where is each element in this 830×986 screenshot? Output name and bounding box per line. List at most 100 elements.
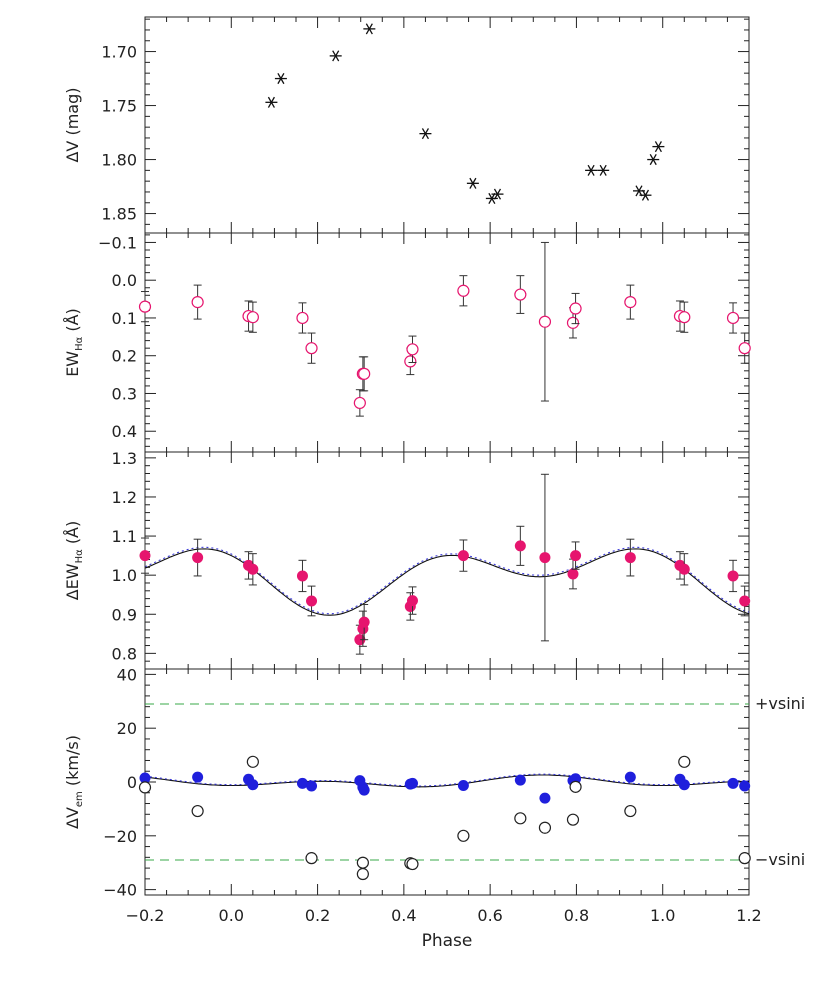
data-point: [406, 857, 419, 871]
data-point: [491, 188, 504, 200]
data-point: [419, 128, 432, 140]
vsini-label: +vsini: [755, 694, 805, 713]
data-point-stroke: [599, 164, 607, 176]
data-point-stroke: [649, 154, 657, 166]
panel-frame: [144, 16, 750, 234]
data-point: [585, 164, 598, 176]
data-point: [406, 343, 419, 356]
data-point: [192, 771, 204, 783]
y-tick-label: −40: [103, 881, 137, 900]
x-tick-label: 0.2: [305, 906, 330, 925]
data-point: [624, 552, 636, 564]
y-tick-label: −20: [103, 827, 137, 846]
data-point: [246, 311, 259, 324]
panel-frame: [144, 232, 750, 453]
panel-dEW: [144, 451, 750, 670]
data-point-stroke: [332, 50, 340, 62]
data-point: [514, 774, 526, 786]
data-point: [727, 777, 739, 789]
data-point: [738, 852, 751, 865]
data-point: [727, 570, 739, 582]
data-point: [538, 315, 552, 328]
axis-text: 1.70 1.75 1.80 1.85 ΔV (mag) −0.1 0.0 0.1 0.2 0.3…: [63, 43, 805, 925]
data-point: [569, 302, 582, 315]
data-point: [296, 777, 308, 789]
data-point: [567, 568, 579, 580]
data-point: [274, 73, 287, 85]
data-point: [247, 563, 259, 575]
data-point: [726, 311, 740, 325]
data-point: [739, 780, 751, 792]
data-point: [539, 792, 551, 804]
data-point: [296, 311, 309, 325]
data-point: [457, 779, 469, 791]
y-tick-label: 1.3: [112, 449, 137, 468]
data-point: [139, 772, 151, 784]
data-point: [457, 550, 469, 562]
data-point: [570, 550, 582, 562]
x-tick-label: 0.4: [391, 906, 416, 925]
panel-frames: [144, 16, 750, 896]
y-axis-label: EWHα (Å): [63, 308, 85, 377]
data-point-stroke: [488, 192, 496, 204]
data-point: [139, 550, 151, 562]
data-point: [569, 780, 582, 793]
data-point-stroke: [635, 185, 643, 197]
data-point: [514, 812, 527, 825]
data-point: [678, 755, 691, 768]
data-point: [514, 540, 526, 552]
y-tick-label: 0.3: [112, 384, 137, 403]
data-point: [296, 570, 308, 582]
y-tick-label: 0.1: [112, 309, 137, 328]
data-point: [738, 342, 751, 355]
data-point: [358, 616, 370, 628]
model-fit-dotted: [144, 773, 749, 787]
data-point: [305, 342, 318, 355]
data-point: [246, 755, 259, 768]
data-point: [652, 141, 665, 153]
panel-dV: [144, 16, 750, 234]
y-tick-label: 0.0: [112, 271, 137, 290]
data-point-stroke: [421, 128, 429, 140]
data-point: [647, 154, 660, 166]
data-point: [363, 23, 376, 35]
data-point: [358, 367, 371, 380]
y-tick-label: 1.75: [101, 97, 137, 116]
y-axis-label: ΔEWHα (Å): [63, 521, 85, 601]
y-tick-label: 0: [127, 773, 137, 792]
data-point-stroke: [493, 188, 502, 200]
data-point-stroke: [654, 141, 662, 153]
data-point-stroke: [469, 177, 477, 189]
y-tick-label: 0.9: [112, 605, 137, 624]
x-tick-label: 0.8: [564, 906, 589, 925]
data-point: [566, 813, 580, 826]
data-point-stroke: [277, 73, 285, 85]
panel-dVem: [144, 668, 750, 896]
y-axis-label: ΔV (mag): [63, 87, 82, 162]
data-point: [624, 771, 636, 783]
data-point: [457, 829, 470, 842]
x-tick-label: 1.0: [650, 906, 675, 925]
y-tick-label: 1.85: [101, 205, 137, 224]
data-point: [406, 777, 418, 789]
y-tick-label: 1.2: [112, 488, 137, 507]
data-point: [191, 295, 204, 309]
data-point: [624, 804, 637, 818]
data-point: [678, 779, 690, 791]
data-point-stroke: [641, 189, 650, 201]
data-point-stroke: [587, 164, 595, 176]
x-tick-label: −0.2: [126, 906, 165, 925]
data-point: [138, 781, 152, 794]
x-axis-label: Phase: [422, 931, 473, 951]
panel-frame: [144, 451, 750, 670]
data-point: [329, 50, 342, 62]
data-point-stroke: [267, 96, 275, 108]
y-tick-label: 1.0: [112, 566, 137, 585]
model-fit-line: [144, 548, 750, 616]
data-point: [192, 552, 204, 564]
data-point: [247, 779, 259, 791]
vsini-label: −vsini: [755, 850, 805, 869]
data-point: [353, 396, 366, 410]
data-point: [678, 311, 691, 324]
